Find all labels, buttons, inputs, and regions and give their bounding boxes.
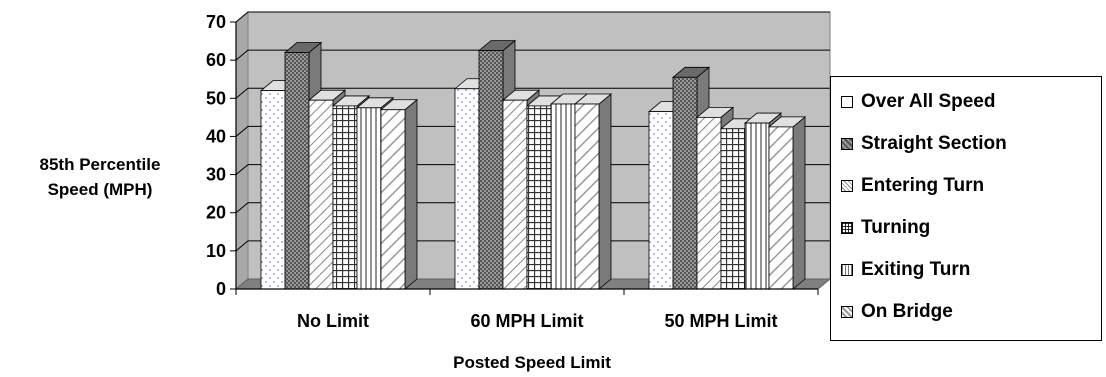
y-tick-label: 0: [216, 279, 226, 299]
legend-swatch: [841, 264, 853, 276]
gridline: [235, 240, 830, 252]
x-category-label: No Limit: [297, 311, 369, 331]
y-tick-label: 60: [206, 50, 226, 70]
plot-side-wall: [235, 10, 249, 291]
legend-item: Over All Speed: [841, 87, 995, 117]
bar: [379, 98, 419, 290]
x-category-label: 60 MPH Limit: [470, 311, 583, 331]
legend-swatch: [841, 138, 853, 150]
x-axis-title: Posted Speed Limit: [453, 353, 611, 372]
legend-item: On Bridge: [841, 297, 953, 327]
legend: Over All Speed Straight Section Entering T…: [830, 76, 1102, 341]
legend-swatch: [841, 306, 853, 318]
y-tick-label: 10: [206, 241, 226, 261]
gridline: [235, 125, 830, 137]
legend-swatch: [841, 180, 853, 192]
y-tick-label: 40: [206, 126, 226, 146]
legend-label: Straight Section: [861, 133, 1007, 154]
legend-item: Exiting Turn: [841, 255, 970, 285]
legend-label: On Bridge: [861, 301, 953, 322]
legend-swatch: [841, 96, 853, 108]
gridline: [235, 164, 830, 175]
legend-item: Turning: [841, 213, 930, 243]
legend-label: Exiting Turn: [861, 259, 971, 280]
y-tick-label: 70: [206, 12, 226, 32]
y-tick-label: 20: [206, 203, 226, 223]
gridline: [235, 202, 830, 214]
y-axis-title-line-1: 85th Percentile: [40, 155, 161, 174]
legend-item: Entering Turn: [841, 171, 984, 201]
gridline: [235, 11, 830, 23]
legend-label: Entering Turn: [861, 175, 985, 196]
gridline: [235, 87, 830, 99]
bar: [767, 116, 807, 290]
y-tick-label: 50: [206, 88, 226, 108]
y-axis-title-line-2: Speed (MPH): [48, 180, 153, 199]
legend-label: Over All Speed: [861, 91, 996, 112]
gridline: [235, 49, 830, 61]
legend-item: Straight Section: [841, 129, 1007, 159]
legend-label: Turning: [861, 217, 931, 238]
legend-swatch: [841, 222, 853, 234]
x-category-label: 50 MPH Limit: [664, 311, 777, 331]
y-tick-label: 30: [206, 165, 226, 185]
bar: [573, 93, 613, 290]
